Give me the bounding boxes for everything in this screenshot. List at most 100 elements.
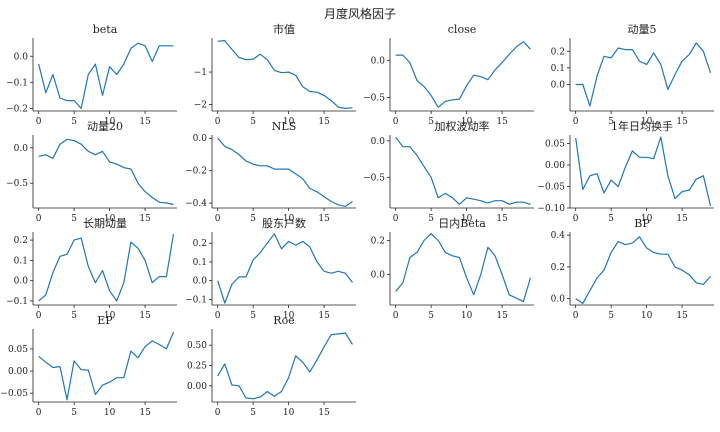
y-tick-label: 0.1 [193,258,207,268]
y-tick-label: 0.0 [551,80,566,90]
y-tick-label: 0.0 [371,56,386,66]
subplot-title: 动量20 [87,120,123,133]
y-tick-label: −0.5 [6,179,28,189]
x-tick-label: 15 [318,311,330,321]
y-tick-label: 0.1 [551,64,565,74]
x-tick-label: 0 [393,214,399,224]
x-tick-label: 0 [215,408,221,418]
x-tick-label: 5 [608,311,614,321]
y-tick-label: 0.2 [551,263,565,273]
y-tick-label: 0.25 [187,362,207,372]
x-tick-label: 15 [676,214,688,224]
x-tick-label: 5 [71,408,77,418]
x-tick-label: 10 [461,214,473,224]
series-line [395,233,532,303]
subplot-title: 股东户数 [262,216,306,230]
y-tick-label: 0.05 [545,140,565,150]
x-tick-label: 15 [139,311,151,321]
subplot-11: 日内Beta 0.2 0.0 0 5 10 15 [371,216,534,321]
y-tick-label: 0.50 [187,341,207,351]
y-tick-label: −0.10 [537,204,565,214]
x-tick-label: 15 [139,408,151,418]
subplot-12: BP 0.4 0.2 0.0 0 5 10 15 [551,217,714,321]
x-tick-label: 15 [318,408,330,418]
x-tick-label: 0 [36,117,42,127]
series-line [38,233,175,302]
series-line [395,41,531,108]
subplot-title: 市值 [273,22,295,36]
y-tick-label: −2 [194,101,207,111]
subplot-10: 股东户数 0.2 0.1 0.0 −0.1 0 5 10 15 [185,216,356,321]
x-tick-label: 10 [641,117,653,127]
x-tick-label: 5 [250,408,256,418]
y-tick-label: −0.4 [185,199,207,209]
y-tick-label: −0.05 [0,389,28,399]
x-tick-label: 15 [676,311,688,321]
y-tick-label: 0.0 [193,277,208,287]
x-tick-label: 5 [71,214,77,224]
y-tick-label: 0.2 [371,236,385,246]
x-tick-label: 5 [428,311,434,321]
subplot-title: 1年日均换手 [611,119,673,133]
x-tick-label: 15 [496,117,508,127]
series-line [575,136,712,207]
x-tick-label: 10 [641,214,653,224]
x-tick-label: 0 [393,311,399,321]
x-tick-label: 15 [318,117,330,127]
series-line [38,138,174,206]
y-tick-label: 0.00 [8,367,28,377]
x-tick-label: 5 [428,214,434,224]
x-tick-label: 0 [36,408,42,418]
x-tick-label: 10 [283,214,295,224]
y-tick-label: 0.2 [551,47,565,57]
x-tick-label: 15 [496,311,508,321]
series-line [217,233,353,304]
x-tick-label: 5 [608,214,614,224]
y-tick-label: −0.1 [185,295,207,305]
subplot-14: Roe 0.50 0.25 0.00 0 5 10 15 [187,314,356,418]
subplot-title: 加权波动率 [435,119,490,133]
y-tick-label: 0.1 [14,256,28,266]
x-tick-label: 0 [573,214,579,224]
y-tick-label: 0.0 [193,134,208,144]
x-tick-label: 15 [676,117,688,127]
x-tick-label: 10 [283,311,295,321]
subplot-title: beta [93,23,118,36]
x-tick-label: 10 [104,311,116,321]
x-tick-label: 10 [461,117,473,127]
series-line [575,236,711,304]
x-tick-label: 15 [139,214,151,224]
y-tick-label: −0.5 [363,173,385,183]
x-tick-label: 0 [36,214,42,224]
x-tick-label: 5 [250,214,256,224]
y-tick-label: −0.1 [6,78,28,88]
y-tick-label: −1 [194,68,207,78]
y-tick-label: 0.0 [14,277,29,287]
subplot-title: 长期动量 [83,217,127,230]
x-tick-label: 15 [318,214,330,224]
y-tick-label: 0.0 [14,52,29,62]
series-line [575,42,712,107]
y-tick-label: −0.05 [537,183,565,193]
subplot-8: 1年日均换手 0.05 0.00 −0.05 −0.10 0 5 10 15 [537,119,714,224]
series-line [38,42,174,110]
y-tick-label: 0.4 [551,231,566,241]
x-tick-label: 5 [250,311,256,321]
x-tick-label: 10 [283,408,295,418]
series-line [38,331,175,401]
series-line [217,332,354,400]
x-tick-label: 15 [496,214,508,224]
x-tick-label: 0 [36,311,42,321]
y-tick-label: 0.2 [14,236,28,246]
x-tick-label: 10 [283,117,295,127]
subplot-5: 动量20 0.0 −0.5 0 5 10 15 [6,120,177,224]
subplot-7: 加权波动率 0.0 −0.5 0 5 10 15 [363,119,534,224]
x-tick-label: 0 [215,214,221,224]
series-line [217,137,353,207]
y-tick-label: −0.2 [185,167,207,177]
subplot-title: EP [97,314,113,327]
x-tick-label: 5 [71,311,77,321]
subplot-1: beta 0.0 −0.1 −0.2 0 5 10 15 [6,23,177,127]
subplot-3: close 0.0 −0.5 0 5 10 15 [363,23,534,127]
